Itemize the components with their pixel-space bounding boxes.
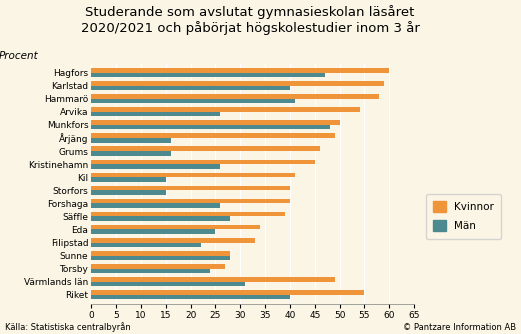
Bar: [91, 94, 379, 99]
Bar: [91, 99, 295, 103]
Bar: [91, 173, 295, 177]
Text: Källa: Statistiska centralbyrån: Källa: Statistiska centralbyrån: [5, 322, 131, 332]
Bar: [91, 146, 320, 151]
Bar: [91, 216, 230, 221]
Bar: [91, 81, 384, 86]
Bar: [91, 269, 210, 273]
Bar: [91, 107, 359, 112]
Text: Procent: Procent: [0, 51, 39, 61]
Bar: [91, 68, 389, 72]
Bar: [91, 229, 215, 234]
Bar: [91, 277, 334, 282]
Bar: [91, 160, 315, 164]
Bar: [91, 125, 330, 130]
Bar: [91, 256, 230, 260]
Bar: [91, 238, 255, 242]
Bar: [91, 251, 230, 256]
Bar: [91, 212, 285, 216]
Text: Studerande som avslutat gymnasieskolan läsåret
2020/2021 och påbörjat högskolest: Studerande som avslutat gymnasieskolan l…: [81, 5, 419, 35]
Bar: [91, 133, 334, 138]
Bar: [91, 225, 260, 229]
Bar: [91, 190, 166, 195]
Bar: [91, 164, 220, 169]
Bar: [91, 199, 290, 203]
Bar: [91, 295, 290, 299]
Bar: [91, 282, 245, 286]
Bar: [91, 203, 220, 208]
Bar: [91, 290, 365, 295]
Bar: [91, 242, 201, 247]
Bar: [91, 177, 166, 182]
Legend: Kvinnor, Män: Kvinnor, Män: [426, 194, 501, 238]
Bar: [91, 138, 171, 143]
Bar: [91, 186, 290, 190]
Text: © Pantzare Information AB: © Pantzare Information AB: [403, 323, 516, 332]
Bar: [91, 120, 340, 125]
Bar: [91, 264, 226, 269]
Bar: [91, 112, 220, 116]
Bar: [91, 72, 325, 77]
Bar: [91, 151, 171, 156]
Bar: [91, 86, 290, 90]
